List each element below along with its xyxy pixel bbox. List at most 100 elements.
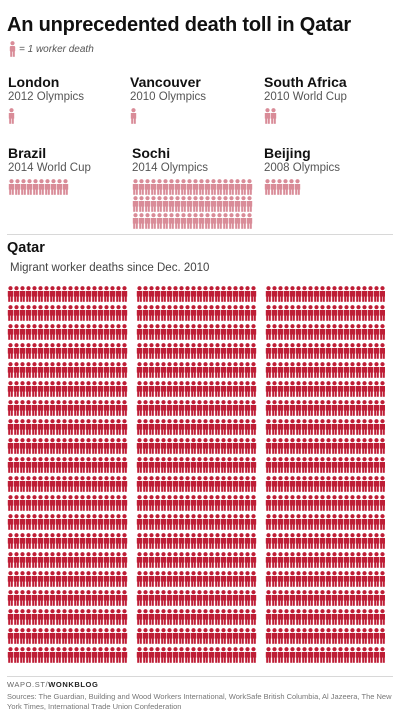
person-icon <box>190 552 197 568</box>
person-icon <box>136 609 143 625</box>
person-icon <box>178 552 185 568</box>
person-icon <box>73 286 80 302</box>
person-icon <box>283 324 290 340</box>
person-icon <box>250 438 257 454</box>
person-icon <box>73 419 80 435</box>
person-icon <box>307 419 314 435</box>
person-icon <box>319 305 326 321</box>
person-icon <box>246 213 253 229</box>
person-icon <box>49 400 56 416</box>
person-icon <box>55 381 62 397</box>
person-icon <box>220 438 227 454</box>
person-icon <box>13 609 20 625</box>
person-icon <box>214 609 221 625</box>
person-icon <box>31 305 38 321</box>
person-icon <box>246 179 253 195</box>
person-icon <box>337 609 344 625</box>
person-icon <box>136 305 143 321</box>
person-icon <box>13 571 20 587</box>
person-icon <box>349 400 356 416</box>
person-icon <box>307 343 314 359</box>
person-icon <box>271 476 278 492</box>
person-icon <box>166 400 173 416</box>
person-icon <box>184 305 191 321</box>
person-icon <box>244 343 251 359</box>
person-icon <box>55 305 62 321</box>
person-icon <box>184 609 191 625</box>
person-icon <box>232 628 239 644</box>
person-icon <box>67 419 74 435</box>
person-icon <box>121 647 128 663</box>
person-icon <box>148 343 155 359</box>
person-icon <box>109 438 116 454</box>
person-icon <box>73 495 80 511</box>
person-icon <box>331 590 338 606</box>
person-icon <box>226 400 233 416</box>
person-icon <box>295 343 302 359</box>
person-icon <box>180 179 187 195</box>
person-icon <box>19 419 26 435</box>
person-icon <box>228 179 235 195</box>
person-icon <box>331 381 338 397</box>
person-icon <box>160 438 167 454</box>
person-icon <box>172 457 179 473</box>
person-icon <box>178 628 185 644</box>
person-icon <box>325 457 332 473</box>
person-icon <box>226 495 233 511</box>
person-icon <box>361 533 368 549</box>
person-icon <box>166 343 173 359</box>
person-icon <box>97 286 104 302</box>
person-icon <box>73 533 80 549</box>
person-icon <box>355 457 362 473</box>
person-icon <box>250 514 257 530</box>
person-icon <box>43 324 50 340</box>
person-icon <box>190 590 197 606</box>
person-icon <box>349 305 356 321</box>
person-icon <box>295 324 302 340</box>
person-icon <box>355 343 362 359</box>
person-icon <box>31 324 38 340</box>
person-icon <box>331 286 338 302</box>
person-icon <box>301 324 308 340</box>
person-icon <box>154 419 161 435</box>
person-icon <box>220 533 227 549</box>
person-icon <box>43 438 50 454</box>
person-icon <box>7 552 14 568</box>
person-icon <box>166 609 173 625</box>
person-icon <box>355 438 362 454</box>
person-icon <box>343 495 350 511</box>
person-icon <box>301 343 308 359</box>
person-icon <box>148 305 155 321</box>
person-icon <box>325 305 332 321</box>
person-icon <box>180 196 187 212</box>
person-icon <box>226 457 233 473</box>
person-icon <box>85 495 92 511</box>
person-icon <box>361 552 368 568</box>
person-icon <box>295 457 302 473</box>
person-icon <box>349 438 356 454</box>
person-icon <box>148 381 155 397</box>
person-icon <box>238 476 245 492</box>
person-icon <box>250 552 257 568</box>
person-icon <box>283 419 290 435</box>
person-icon <box>178 381 185 397</box>
person-icon <box>240 213 247 229</box>
person-icon <box>55 514 62 530</box>
person-icon <box>373 495 380 511</box>
person-icon <box>271 305 278 321</box>
person-icon <box>313 438 320 454</box>
person-icon <box>49 476 56 492</box>
person-icon <box>244 305 251 321</box>
person-icon <box>172 533 179 549</box>
qatar-name: Qatar <box>7 240 45 256</box>
person-icon <box>121 514 128 530</box>
person-icon <box>13 419 20 435</box>
person-icon <box>355 286 362 302</box>
person-icon <box>154 400 161 416</box>
person-icon <box>178 476 185 492</box>
person-icon <box>301 514 308 530</box>
person-icon <box>355 305 362 321</box>
person-icon <box>136 647 143 663</box>
person-icon <box>264 179 271 195</box>
person-icon <box>49 514 56 530</box>
